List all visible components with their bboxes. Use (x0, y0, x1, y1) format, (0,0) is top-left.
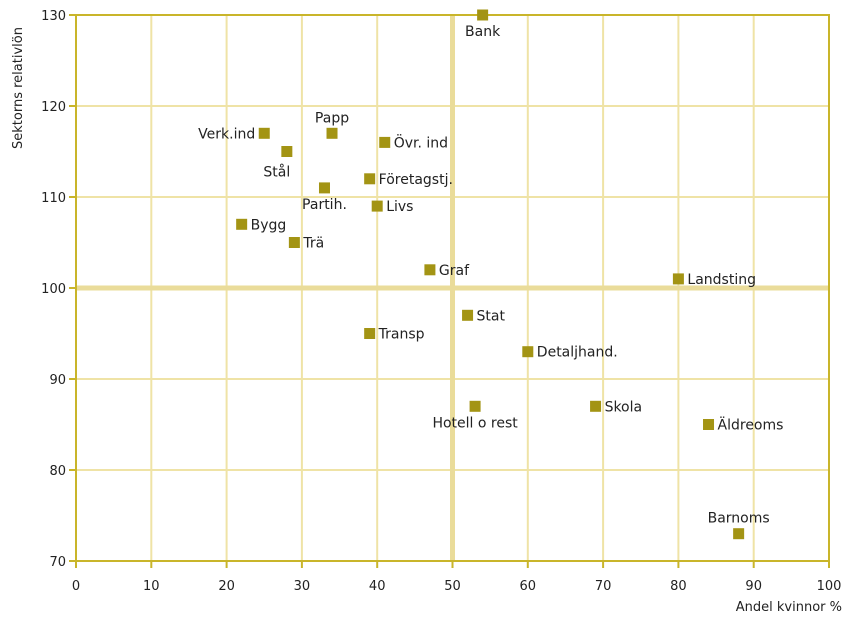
y-tick-label: 110 (41, 191, 66, 206)
x-tick-labels: 0 10 20 30 40 50 60 70 80 90 100 (72, 561, 842, 594)
x-tick-label: 30 (294, 579, 311, 594)
data-point-label: Företagstj. (379, 172, 453, 188)
data-point-label: Landsting (687, 272, 756, 288)
x-tick-label: 50 (444, 579, 461, 594)
data-point-label: Livs (386, 199, 413, 215)
data-point-marker (364, 173, 376, 185)
data-point-label: Transp (378, 327, 425, 343)
data-point-label: Övr. ind (394, 133, 448, 151)
data-point-label: Verk.ind (198, 126, 255, 142)
data-point-label: Äldreoms (718, 416, 784, 434)
data-point-marker (462, 309, 474, 321)
data-point-label: Barnoms (708, 511, 770, 527)
data-point-marker (703, 419, 715, 430)
data-point-label: Papp (315, 110, 349, 126)
y-tick-label: 120 (41, 100, 66, 115)
y-tick-label: 70 (49, 555, 66, 570)
data-point-marker (379, 136, 391, 148)
data-point-label: Trä (302, 236, 324, 252)
data-point-marker (236, 218, 248, 230)
data-point-marker (288, 237, 300, 248)
data-point-marker (371, 200, 383, 212)
x-tick-label: 90 (745, 579, 762, 594)
data-point-label: Detaljhand. (537, 345, 618, 361)
x-tick-label: 10 (143, 579, 160, 594)
data-point-label: Stat (477, 308, 506, 324)
data-point-marker (590, 400, 602, 412)
data-point-label: Bygg (251, 217, 287, 233)
data-point-marker (672, 273, 684, 285)
y-tick-labels: 70 80 90 100 110 120 130 (41, 9, 76, 570)
data-point-label: Stål (263, 164, 290, 181)
data-point-label: Partih. (302, 197, 347, 213)
data-points: Bank Verk.ind Papp Övr. ind Stål Företagstj. P… (198, 9, 784, 540)
data-point-marker (477, 9, 489, 21)
y-tick-label: 80 (49, 464, 66, 479)
data-point-marker (424, 264, 436, 276)
data-point-marker (326, 127, 338, 139)
y-tick-label: 100 (41, 282, 66, 297)
x-tick-label: 60 (520, 579, 537, 594)
x-axis-title: Andel kvinnor % (736, 600, 842, 615)
data-point-marker (733, 528, 745, 540)
reference-lines (76, 15, 829, 561)
data-point-label: Graf (439, 263, 470, 279)
data-point-marker (469, 400, 481, 412)
x-tick-label: 20 (218, 579, 235, 594)
x-tick-label: 80 (670, 579, 687, 594)
x-tick-label: 70 (595, 579, 612, 594)
x-tick-label: 100 (817, 579, 842, 594)
data-point-label: Bank (465, 24, 501, 40)
y-tick-label: 90 (49, 373, 66, 388)
y-axis-title: Sektorns relativlön (11, 27, 26, 149)
data-point-label: Skola (605, 399, 643, 415)
data-point-marker (318, 182, 330, 194)
data-point-marker (522, 346, 534, 358)
data-point-marker (258, 127, 270, 139)
data-point-marker (364, 328, 376, 339)
x-tick-label: 0 (72, 579, 80, 594)
x-tick-label: 40 (369, 579, 386, 594)
data-point-label: Hotell o rest (432, 415, 518, 431)
data-point-marker (281, 146, 293, 157)
y-tick-label: 130 (41, 9, 66, 24)
